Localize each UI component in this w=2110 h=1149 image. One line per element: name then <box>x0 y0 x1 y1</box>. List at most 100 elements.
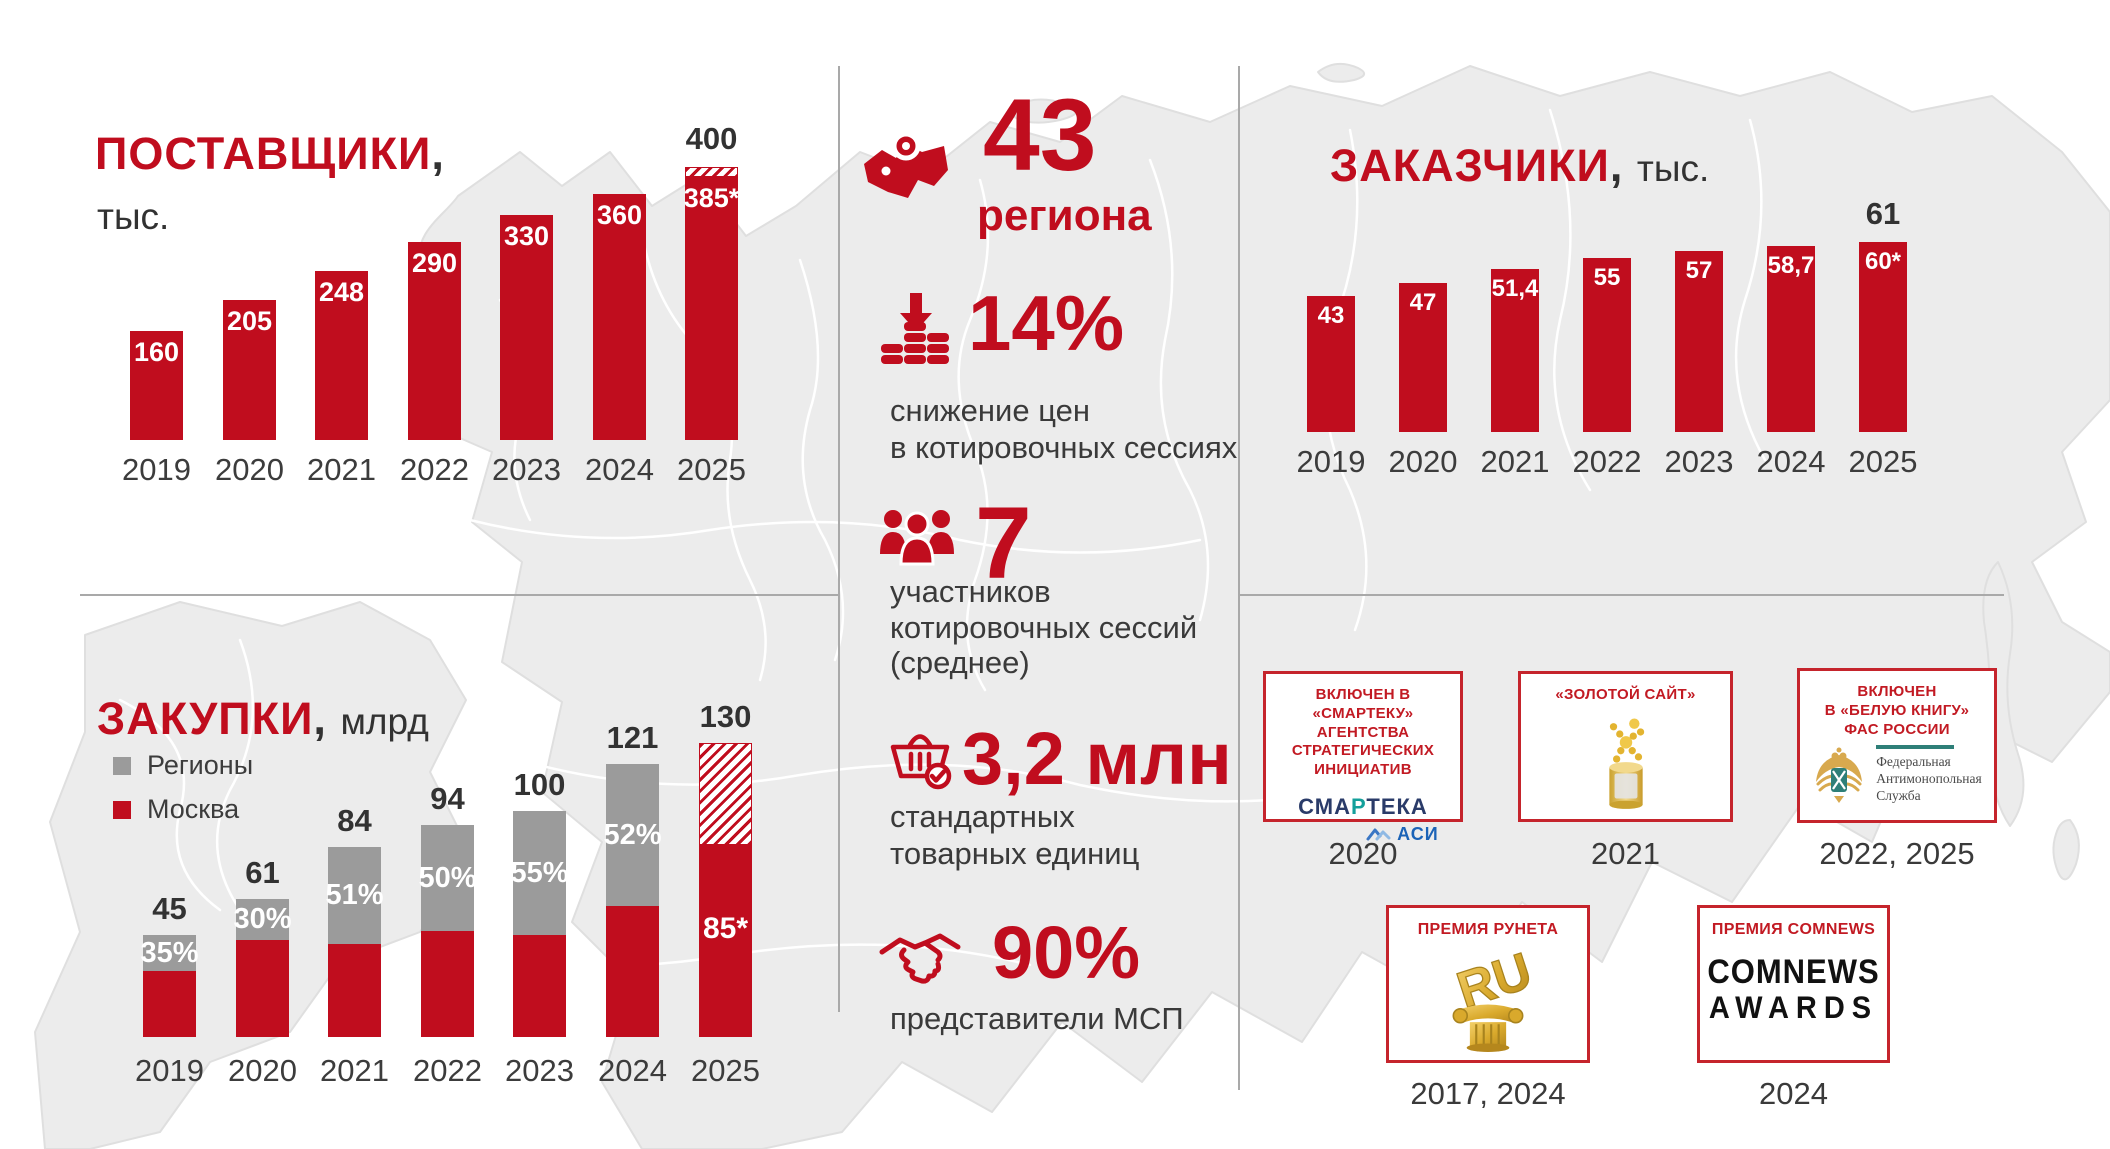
participants-icon <box>880 510 954 566</box>
award-smarteka-title-line2: АГЕНТСТВА <box>1316 723 1410 741</box>
award-smarteka-years: 2020 <box>1328 836 1398 871</box>
award-comnews-title: ПРЕМИЯ COMNEWS <box>1712 920 1875 940</box>
year-label: 2020 <box>1388 444 1458 479</box>
bar-value-label: 360 <box>596 200 643 230</box>
participants-label-line3: (среднее) <box>890 645 1030 681</box>
year-label: 2024 <box>1756 444 1826 479</box>
year-label: 2023 <box>492 452 561 487</box>
moscow-segment <box>143 971 196 1037</box>
award-smarteka-title-line4: ИНИЦИАТИВ <box>1314 761 1412 778</box>
regions-pct-label: 51% <box>325 879 384 911</box>
bar-top-label: 61 <box>1865 196 1901 231</box>
regions-count-value: 43 <box>983 78 1097 192</box>
customers-bar-2025: 60* <box>1859 242 1907 432</box>
regions-segment: 50% <box>418 825 477 931</box>
golden-site-trophy-icon <box>1608 718 1644 809</box>
price-decrease-label: снижение цен в котировочных сессиях <box>890 392 1237 466</box>
purchases-bar-2019: 35% <box>140 935 199 1037</box>
year-label: 2024 <box>598 1053 667 1088</box>
suppliers-chart: 160 2019 205 2020 248 2021 290 2022 330 2023 360 20… <box>122 121 810 487</box>
fas-eagle-icon <box>1816 747 1863 804</box>
handshake-icon <box>879 933 961 984</box>
fas-logo: Федеральная Антимонопольная Служба <box>1812 745 1982 805</box>
moscow-segment <box>606 906 659 1037</box>
purchases-legend: Регионы Москва <box>113 750 253 825</box>
sme-share-label: представители МСП <box>890 1001 1184 1036</box>
customers-chart: 43 2019 47 2020 51,4 2021 55 2022 57 2023 58,7 2024… <box>1297 196 1987 479</box>
customers-subtitle: тыс. <box>1636 148 1710 189</box>
participants-label-line1: участников <box>890 574 1051 609</box>
year-label: 2021 <box>320 1053 389 1088</box>
award-golden-site-title: «ЗОЛОТОЙ САЙТ» <box>1555 686 1695 705</box>
bar-top-label: 400 <box>685 121 738 156</box>
year-label: 2019 <box>1296 444 1366 479</box>
fas-logo-bar <box>1876 745 1955 750</box>
customers-bar-2024: 58,7 <box>1767 246 1815 432</box>
year-label: 2019 <box>135 1053 204 1088</box>
award-golden-site-years: 2021 <box>1591 836 1660 871</box>
comnews-awards-logo: COMNEWS AWARDS <box>1707 954 1879 1025</box>
purchases-subtitle: млрд <box>340 701 429 742</box>
year-label: 2022 <box>400 452 469 487</box>
suppliers-title-text: ПОСТАВЩИКИ <box>95 128 432 179</box>
bar-value-label: 205 <box>226 306 273 336</box>
suppliers-bar-2024: 360 <box>593 194 646 440</box>
customers-bar-2023: 57 <box>1675 251 1723 432</box>
horizontal-divider-right <box>1240 594 2004 596</box>
fas-text-line1: Федеральная <box>1876 754 1951 770</box>
moscow-segment: 85* <box>699 845 752 1037</box>
purchases-chart: 35% 45 2019 30% 61 2020 51% 84 2021 50% 94 2022 55% 1… <box>135 699 823 1088</box>
horizontal-divider-left <box>80 594 838 596</box>
moscow-segment <box>421 931 474 1037</box>
regions-pct-label: 30% <box>233 903 292 935</box>
asi-bird-icon <box>1366 828 1391 841</box>
purchases-bar-2020: 30% <box>233 899 292 1037</box>
award-fas-title: ВКЛЮЧЕН В «БЕЛУЮ КНИГУ» ФАС РОССИИ <box>1825 683 1970 739</box>
bar-value-label: 47 <box>1409 289 1437 316</box>
suppliers-bar-2023: 330 <box>500 215 553 440</box>
bar-value-label: 290 <box>411 248 458 278</box>
award-runet-years: 2017, 2024 <box>1410 1076 1566 1111</box>
purchases-bar-2023: 55% <box>510 811 569 1037</box>
suppliers-bar-2022: 290 <box>408 242 461 440</box>
smarteka-logo-part1: СМА <box>1298 793 1351 819</box>
award-fas-title-line3: ФАС РОССИИ <box>1844 720 1950 738</box>
vertical-divider-right <box>1238 66 1240 1090</box>
purchases-title-comma: , <box>313 693 341 744</box>
award-smarteka-title-line1: ВКЛЮЧЕН В «СМАРТЕКУ» <box>1312 686 1414 722</box>
year-label: 2025 <box>691 1053 760 1088</box>
year-label: 2023 <box>1664 444 1734 479</box>
purchases-bar-2021: 51% <box>325 847 384 1037</box>
bar-value-label: 160 <box>133 337 180 367</box>
bar-value-label: 43 <box>1317 302 1345 329</box>
sku-label-line1: стандартных <box>890 799 1075 834</box>
participants-label-line2: котировочных сессий <box>890 609 1198 645</box>
bar-total-label: 100 <box>513 767 566 802</box>
legend-item-regions: Регионы <box>113 750 253 781</box>
bar-total-label: 130 <box>699 699 752 734</box>
legend-label-regions: Регионы <box>147 750 254 780</box>
runet-trophy-icon: RU <box>1450 941 1539 1052</box>
price-decrease-value: 14% <box>968 279 1125 367</box>
participants-value: 7 <box>975 486 1032 600</box>
year-label: 2025 <box>1848 444 1918 479</box>
purchases-bar-2025: 85* <box>699 743 752 1037</box>
price-decrease-label-line1: снижение цен <box>890 393 1090 428</box>
bar-value-label: 60* <box>1864 248 1902 275</box>
customers-bar-2022: 55 <box>1583 258 1631 432</box>
regions-segment: 52% <box>603 764 662 906</box>
bar-value-label: 385* <box>683 183 740 213</box>
suppliers-bar-2019: 160 <box>130 331 183 440</box>
purchases-title: ЗАКУПКИ, млрд <box>97 693 429 745</box>
fas-logo-textblock: Федеральная Антимонопольная Служба <box>1876 745 1982 805</box>
bar-value-label: 58,7 <box>1767 252 1815 279</box>
award-fas-title-line1: ВКЛЮЧЕН <box>1857 683 1937 700</box>
year-label: 2021 <box>1480 444 1550 479</box>
award-runet-box: ПРЕМИЯ РУНЕТА RU <box>1386 905 1590 1063</box>
award-fas-years: 2022, 2025 <box>1819 836 1975 871</box>
price-decrease-label-line2: в котировочных сессиях <box>890 430 1238 466</box>
customers-title-text: ЗАКАЗЧИКИ <box>1330 140 1610 191</box>
award-golden-site-title-line1: «ЗОЛОТОЙ САЙТ» <box>1555 686 1696 703</box>
regions-segment: 55% <box>510 811 569 935</box>
